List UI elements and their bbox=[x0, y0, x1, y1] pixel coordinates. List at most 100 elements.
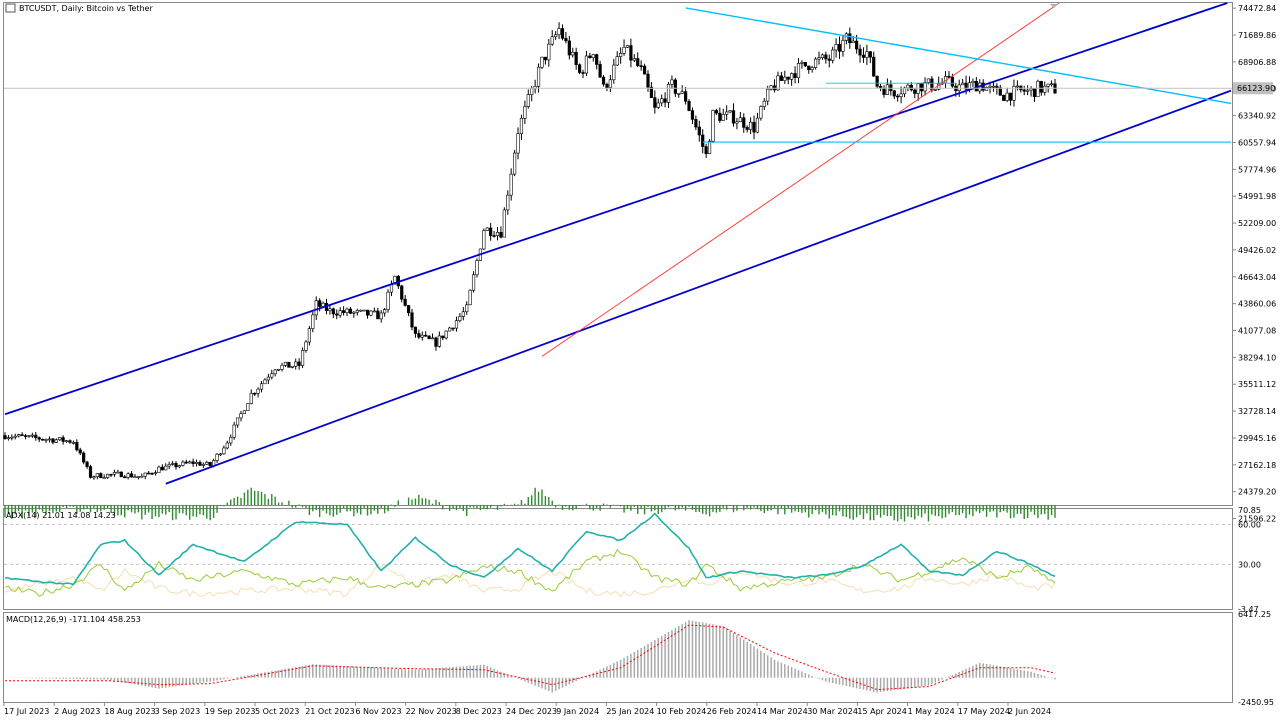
candle-body bbox=[232, 424, 236, 438]
candle bbox=[58, 437, 62, 442]
candle-body bbox=[420, 334, 424, 338]
adx-pane[interactable] bbox=[3, 508, 1233, 610]
candle bbox=[1032, 88, 1037, 102]
candle-body bbox=[612, 64, 616, 81]
candle bbox=[649, 82, 654, 99]
time-axis-label: 2 Aug 2023 bbox=[54, 707, 100, 716]
candle-body bbox=[386, 291, 390, 310]
candle bbox=[1015, 80, 1019, 91]
candle bbox=[499, 226, 503, 239]
candle-body bbox=[619, 53, 623, 57]
price-axis-label: 43860.06 bbox=[1238, 300, 1276, 309]
time-axis-label: 21 Oct 2023 bbox=[305, 707, 354, 716]
price-pane[interactable] bbox=[3, 2, 1233, 506]
time-axis-label: 22 Nov 2023 bbox=[406, 707, 457, 716]
candle-body bbox=[776, 75, 780, 91]
candle bbox=[1002, 94, 1006, 101]
candle bbox=[800, 60, 804, 69]
candle bbox=[844, 32, 848, 45]
candle bbox=[1005, 87, 1009, 103]
candle-body bbox=[786, 76, 790, 80]
candle bbox=[526, 89, 530, 109]
current-price-tag bbox=[1233, 82, 1273, 95]
candle-body bbox=[961, 82, 965, 86]
candle-body bbox=[923, 82, 927, 92]
candle-body bbox=[30, 434, 34, 437]
candle-body bbox=[1012, 86, 1016, 101]
candle-body bbox=[687, 101, 691, 111]
candle bbox=[376, 307, 380, 320]
candle bbox=[550, 30, 554, 46]
candle-body bbox=[92, 476, 96, 479]
candle bbox=[160, 464, 164, 471]
candle-body bbox=[136, 476, 140, 478]
candle-body bbox=[998, 87, 1002, 96]
candle-body bbox=[598, 64, 602, 78]
candle-body bbox=[13, 435, 17, 438]
candle-body bbox=[738, 117, 742, 123]
candle-body bbox=[3, 435, 7, 440]
candle-body bbox=[557, 28, 561, 36]
candle-body bbox=[413, 326, 418, 334]
candle bbox=[383, 307, 387, 317]
time-axis-label: 18 Aug 2023 bbox=[104, 707, 155, 716]
candle bbox=[222, 445, 226, 455]
time-axis-label: 17 May 2024 bbox=[958, 707, 1010, 716]
candle bbox=[413, 326, 418, 338]
candle bbox=[663, 92, 667, 108]
candle-body bbox=[567, 40, 571, 56]
candle bbox=[560, 24, 565, 41]
candle bbox=[1053, 78, 1057, 94]
candle-body bbox=[1026, 89, 1030, 92]
candle bbox=[878, 83, 883, 92]
candle-body bbox=[981, 82, 985, 91]
candle bbox=[536, 63, 541, 93]
scroll-marker-icon[interactable] bbox=[1050, 4, 1058, 8]
candle bbox=[239, 410, 243, 422]
candle-body bbox=[75, 442, 79, 451]
candle-body bbox=[1029, 88, 1033, 91]
candle bbox=[300, 347, 305, 369]
candle-body bbox=[909, 84, 913, 91]
candle-body bbox=[362, 309, 366, 312]
candle-body bbox=[458, 316, 462, 321]
macd-pane[interactable] bbox=[3, 612, 1233, 703]
candle-body bbox=[704, 146, 708, 155]
candle-body bbox=[813, 58, 818, 68]
candle-body bbox=[1015, 85, 1019, 88]
candle-body bbox=[1046, 83, 1050, 87]
candle bbox=[492, 230, 496, 238]
price-axis-label: 68906.88 bbox=[1238, 58, 1276, 67]
candle-body bbox=[471, 274, 476, 291]
candle-body bbox=[1008, 92, 1013, 101]
candle-body bbox=[37, 437, 41, 440]
candle-body bbox=[437, 335, 441, 347]
candle bbox=[88, 464, 93, 479]
candle bbox=[164, 463, 168, 471]
candle-body bbox=[239, 413, 243, 419]
candle bbox=[489, 223, 493, 241]
candle-body bbox=[263, 379, 267, 385]
candle bbox=[352, 311, 356, 318]
candle-body bbox=[629, 45, 633, 61]
candle-body bbox=[215, 453, 219, 461]
candle-body bbox=[834, 43, 838, 51]
candle-body bbox=[379, 312, 383, 320]
candle bbox=[454, 316, 459, 332]
candle-body bbox=[444, 330, 448, 339]
candle bbox=[102, 474, 106, 479]
candle bbox=[116, 469, 120, 474]
macd-signal-line bbox=[5, 624, 1056, 691]
candle-body bbox=[868, 51, 872, 58]
candle bbox=[485, 227, 489, 231]
candle-body bbox=[492, 235, 496, 237]
candle-body bbox=[164, 465, 168, 471]
candle bbox=[181, 460, 185, 467]
candle-body bbox=[167, 464, 171, 467]
candle-body bbox=[17, 434, 21, 437]
candle bbox=[136, 476, 140, 480]
candle-body bbox=[588, 55, 592, 58]
candle-body bbox=[697, 126, 701, 136]
candle-body bbox=[690, 110, 695, 120]
